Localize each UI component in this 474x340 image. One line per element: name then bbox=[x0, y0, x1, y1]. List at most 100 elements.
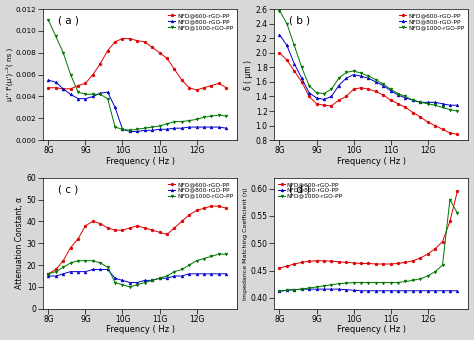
NFD@600-rGO-PP bbox=[321, 103, 327, 107]
Line: NFD@1000-rGO-PP: NFD@1000-rGO-PP bbox=[278, 9, 459, 113]
NFD@1000-rGO-PP bbox=[223, 252, 229, 256]
NFD@800-rGO-PP bbox=[135, 130, 140, 134]
NFD@1000-rGO-PP bbox=[425, 102, 430, 106]
NFD@1000-rGO-PP bbox=[299, 287, 305, 291]
NFD@800-rGO-PP bbox=[343, 288, 349, 292]
NFD@800-rGO-PP bbox=[216, 125, 222, 129]
NFD@800-rGO-PP bbox=[336, 287, 342, 291]
NFD@600-rGO-PP bbox=[201, 86, 207, 90]
NFD@600-rGO-PP bbox=[68, 87, 73, 91]
NFD@600-rGO-PP bbox=[365, 261, 371, 266]
NFD@800-rGO-PP bbox=[299, 76, 305, 80]
NFD@800-rGO-PP bbox=[284, 288, 290, 292]
NFD@600-rGO-PP bbox=[164, 56, 170, 60]
NFD@600-rGO-PP bbox=[388, 262, 393, 266]
NFD@800-rGO-PP bbox=[284, 44, 290, 48]
NFD@600-rGO-PP bbox=[142, 40, 147, 44]
NFD@1000-rGO-PP bbox=[172, 270, 177, 274]
NFD@800-rGO-PP bbox=[127, 280, 133, 285]
NFD@1000-rGO-PP bbox=[440, 263, 446, 267]
NFD@600-rGO-PP bbox=[164, 233, 170, 237]
NFD@800-rGO-PP bbox=[336, 84, 342, 88]
NFD@800-rGO-PP bbox=[306, 91, 312, 95]
NFD@800-rGO-PP bbox=[186, 125, 192, 129]
NFD@1000-rGO-PP bbox=[142, 126, 147, 130]
NFD@800-rGO-PP bbox=[186, 272, 192, 276]
NFD@1000-rGO-PP bbox=[395, 91, 401, 96]
Line: NFD@600-rGO-PP: NFD@600-rGO-PP bbox=[47, 205, 228, 275]
NFD@600-rGO-PP bbox=[447, 219, 453, 223]
Line: NFD@800-rGO-PP: NFD@800-rGO-PP bbox=[278, 288, 459, 293]
NFD@1000-rGO-PP bbox=[82, 92, 88, 96]
NFD@800-rGO-PP bbox=[82, 97, 88, 101]
NFD@600-rGO-PP bbox=[216, 204, 222, 208]
NFD@600-rGO-PP bbox=[365, 87, 371, 91]
NFD@600-rGO-PP bbox=[90, 72, 96, 76]
NFD@800-rGO-PP bbox=[380, 84, 386, 88]
NFD@800-rGO-PP bbox=[194, 272, 200, 276]
NFD@1000-rGO-PP bbox=[98, 261, 103, 265]
NFD@1000-rGO-PP bbox=[277, 289, 283, 293]
NFD@600-rGO-PP bbox=[402, 260, 408, 265]
NFD@600-rGO-PP bbox=[447, 131, 453, 135]
NFD@1000-rGO-PP bbox=[216, 113, 222, 117]
NFD@600-rGO-PP bbox=[209, 84, 214, 88]
NFD@1000-rGO-PP bbox=[284, 21, 290, 26]
NFD@800-rGO-PP bbox=[53, 274, 59, 278]
NFD@800-rGO-PP bbox=[75, 270, 81, 274]
NFD@1000-rGO-PP bbox=[380, 280, 386, 285]
NFD@800-rGO-PP bbox=[373, 80, 379, 84]
NFD@1000-rGO-PP bbox=[358, 280, 364, 285]
NFD@600-rGO-PP bbox=[418, 115, 423, 119]
X-axis label: Frequency ( Hz ): Frequency ( Hz ) bbox=[337, 325, 406, 335]
NFD@800-rGO-PP bbox=[321, 97, 327, 101]
NFD@800-rGO-PP bbox=[299, 287, 305, 291]
NFD@800-rGO-PP bbox=[60, 87, 66, 91]
NFD@1000-rGO-PP bbox=[365, 74, 371, 78]
NFD@600-rGO-PP bbox=[149, 228, 155, 232]
NFD@800-rGO-PP bbox=[306, 287, 312, 291]
NFD@600-rGO-PP bbox=[343, 260, 349, 265]
NFD@800-rGO-PP bbox=[440, 102, 446, 106]
NFD@1000-rGO-PP bbox=[60, 265, 66, 269]
NFD@1000-rGO-PP bbox=[172, 120, 177, 124]
NFD@1000-rGO-PP bbox=[447, 107, 453, 112]
NFD@600-rGO-PP bbox=[209, 204, 214, 208]
NFD@600-rGO-PP bbox=[292, 69, 297, 73]
NFD@1000-rGO-PP bbox=[112, 280, 118, 285]
NFD@800-rGO-PP bbox=[209, 272, 214, 276]
NFD@600-rGO-PP bbox=[201, 206, 207, 210]
NFD@1000-rGO-PP bbox=[209, 254, 214, 258]
Line: NFD@600-rGO-PP: NFD@600-rGO-PP bbox=[278, 190, 459, 269]
NFD@800-rGO-PP bbox=[432, 289, 438, 293]
NFD@600-rGO-PP bbox=[425, 120, 430, 124]
NFD@800-rGO-PP bbox=[314, 96, 319, 100]
X-axis label: Frequency ( Hz ): Frequency ( Hz ) bbox=[106, 325, 174, 335]
NFD@800-rGO-PP bbox=[201, 272, 207, 276]
NFD@600-rGO-PP bbox=[425, 252, 430, 256]
NFD@800-rGO-PP bbox=[223, 272, 229, 276]
NFD@800-rGO-PP bbox=[410, 98, 416, 102]
NFD@1000-rGO-PP bbox=[380, 82, 386, 86]
NFD@1000-rGO-PP bbox=[284, 288, 290, 292]
NFD@600-rGO-PP bbox=[75, 84, 81, 88]
NFD@600-rGO-PP bbox=[299, 80, 305, 84]
NFD@1000-rGO-PP bbox=[351, 280, 356, 285]
NFD@600-rGO-PP bbox=[60, 87, 66, 91]
NFD@1000-rGO-PP bbox=[410, 278, 416, 283]
NFD@800-rGO-PP bbox=[149, 278, 155, 283]
NFD@1000-rGO-PP bbox=[277, 8, 283, 13]
NFD@600-rGO-PP bbox=[179, 219, 184, 223]
NFD@800-rGO-PP bbox=[46, 274, 51, 278]
NFD@1000-rGO-PP bbox=[90, 259, 96, 263]
Line: NFD@800-rGO-PP: NFD@800-rGO-PP bbox=[47, 79, 228, 133]
NFD@1000-rGO-PP bbox=[328, 283, 334, 287]
NFD@1000-rGO-PP bbox=[179, 120, 184, 124]
NFD@1000-rGO-PP bbox=[440, 105, 446, 109]
NFD@600-rGO-PP bbox=[299, 260, 305, 265]
NFD@800-rGO-PP bbox=[418, 289, 423, 293]
NFD@1000-rGO-PP bbox=[343, 70, 349, 74]
NFD@800-rGO-PP bbox=[98, 268, 103, 272]
NFD@1000-rGO-PP bbox=[343, 281, 349, 285]
NFD@800-rGO-PP bbox=[105, 268, 110, 272]
